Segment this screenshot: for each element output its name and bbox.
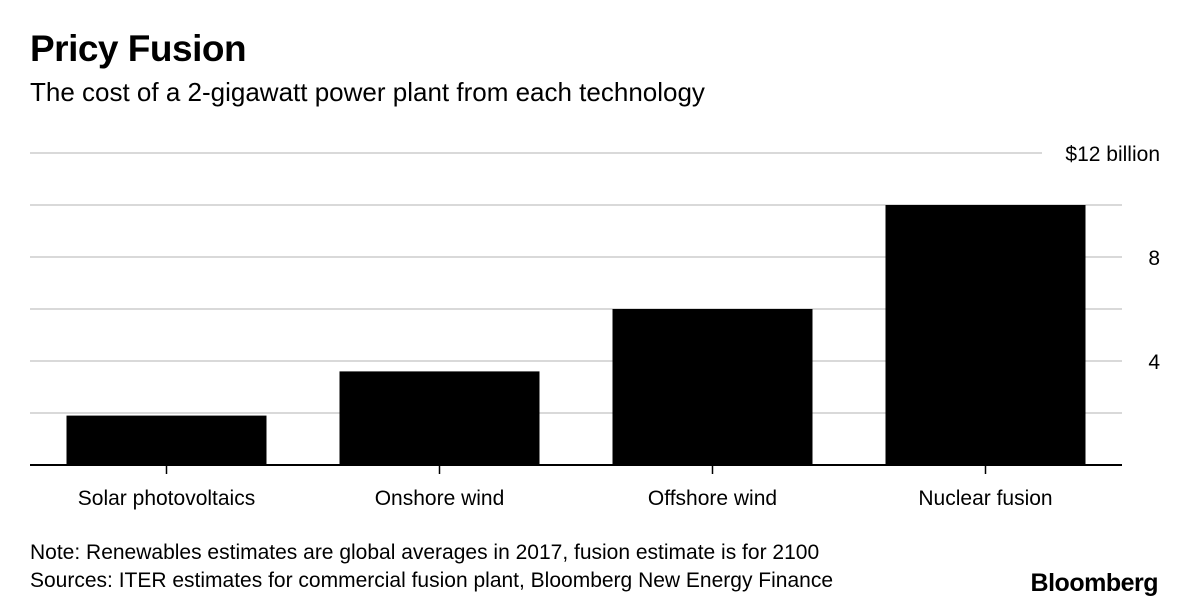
bar (885, 205, 1086, 465)
x-tick-label: Nuclear fusion (918, 487, 1052, 510)
x-tick-label: Offshore wind (648, 487, 777, 510)
chart-title: Pricy Fusion (30, 28, 247, 69)
bloomberg-logo: Bloomberg (1030, 569, 1159, 597)
chart-note: Note: Renewables estimates are global av… (30, 541, 820, 564)
bar (339, 371, 540, 465)
x-tick-label: Onshore wind (375, 487, 505, 510)
y-tick-label: $12 billion (1065, 143, 1160, 166)
bar (66, 415, 267, 465)
y-tick-label: 8 (1148, 247, 1160, 270)
chart-subtitle: The cost of a 2-gigawatt power plant fro… (30, 77, 705, 107)
y-tick-label: 4 (1148, 351, 1160, 374)
chart-sources: Sources: ITER estimates for commercial f… (30, 569, 833, 592)
bar (612, 309, 813, 465)
x-tick-label: Solar photovoltaics (78, 487, 255, 510)
